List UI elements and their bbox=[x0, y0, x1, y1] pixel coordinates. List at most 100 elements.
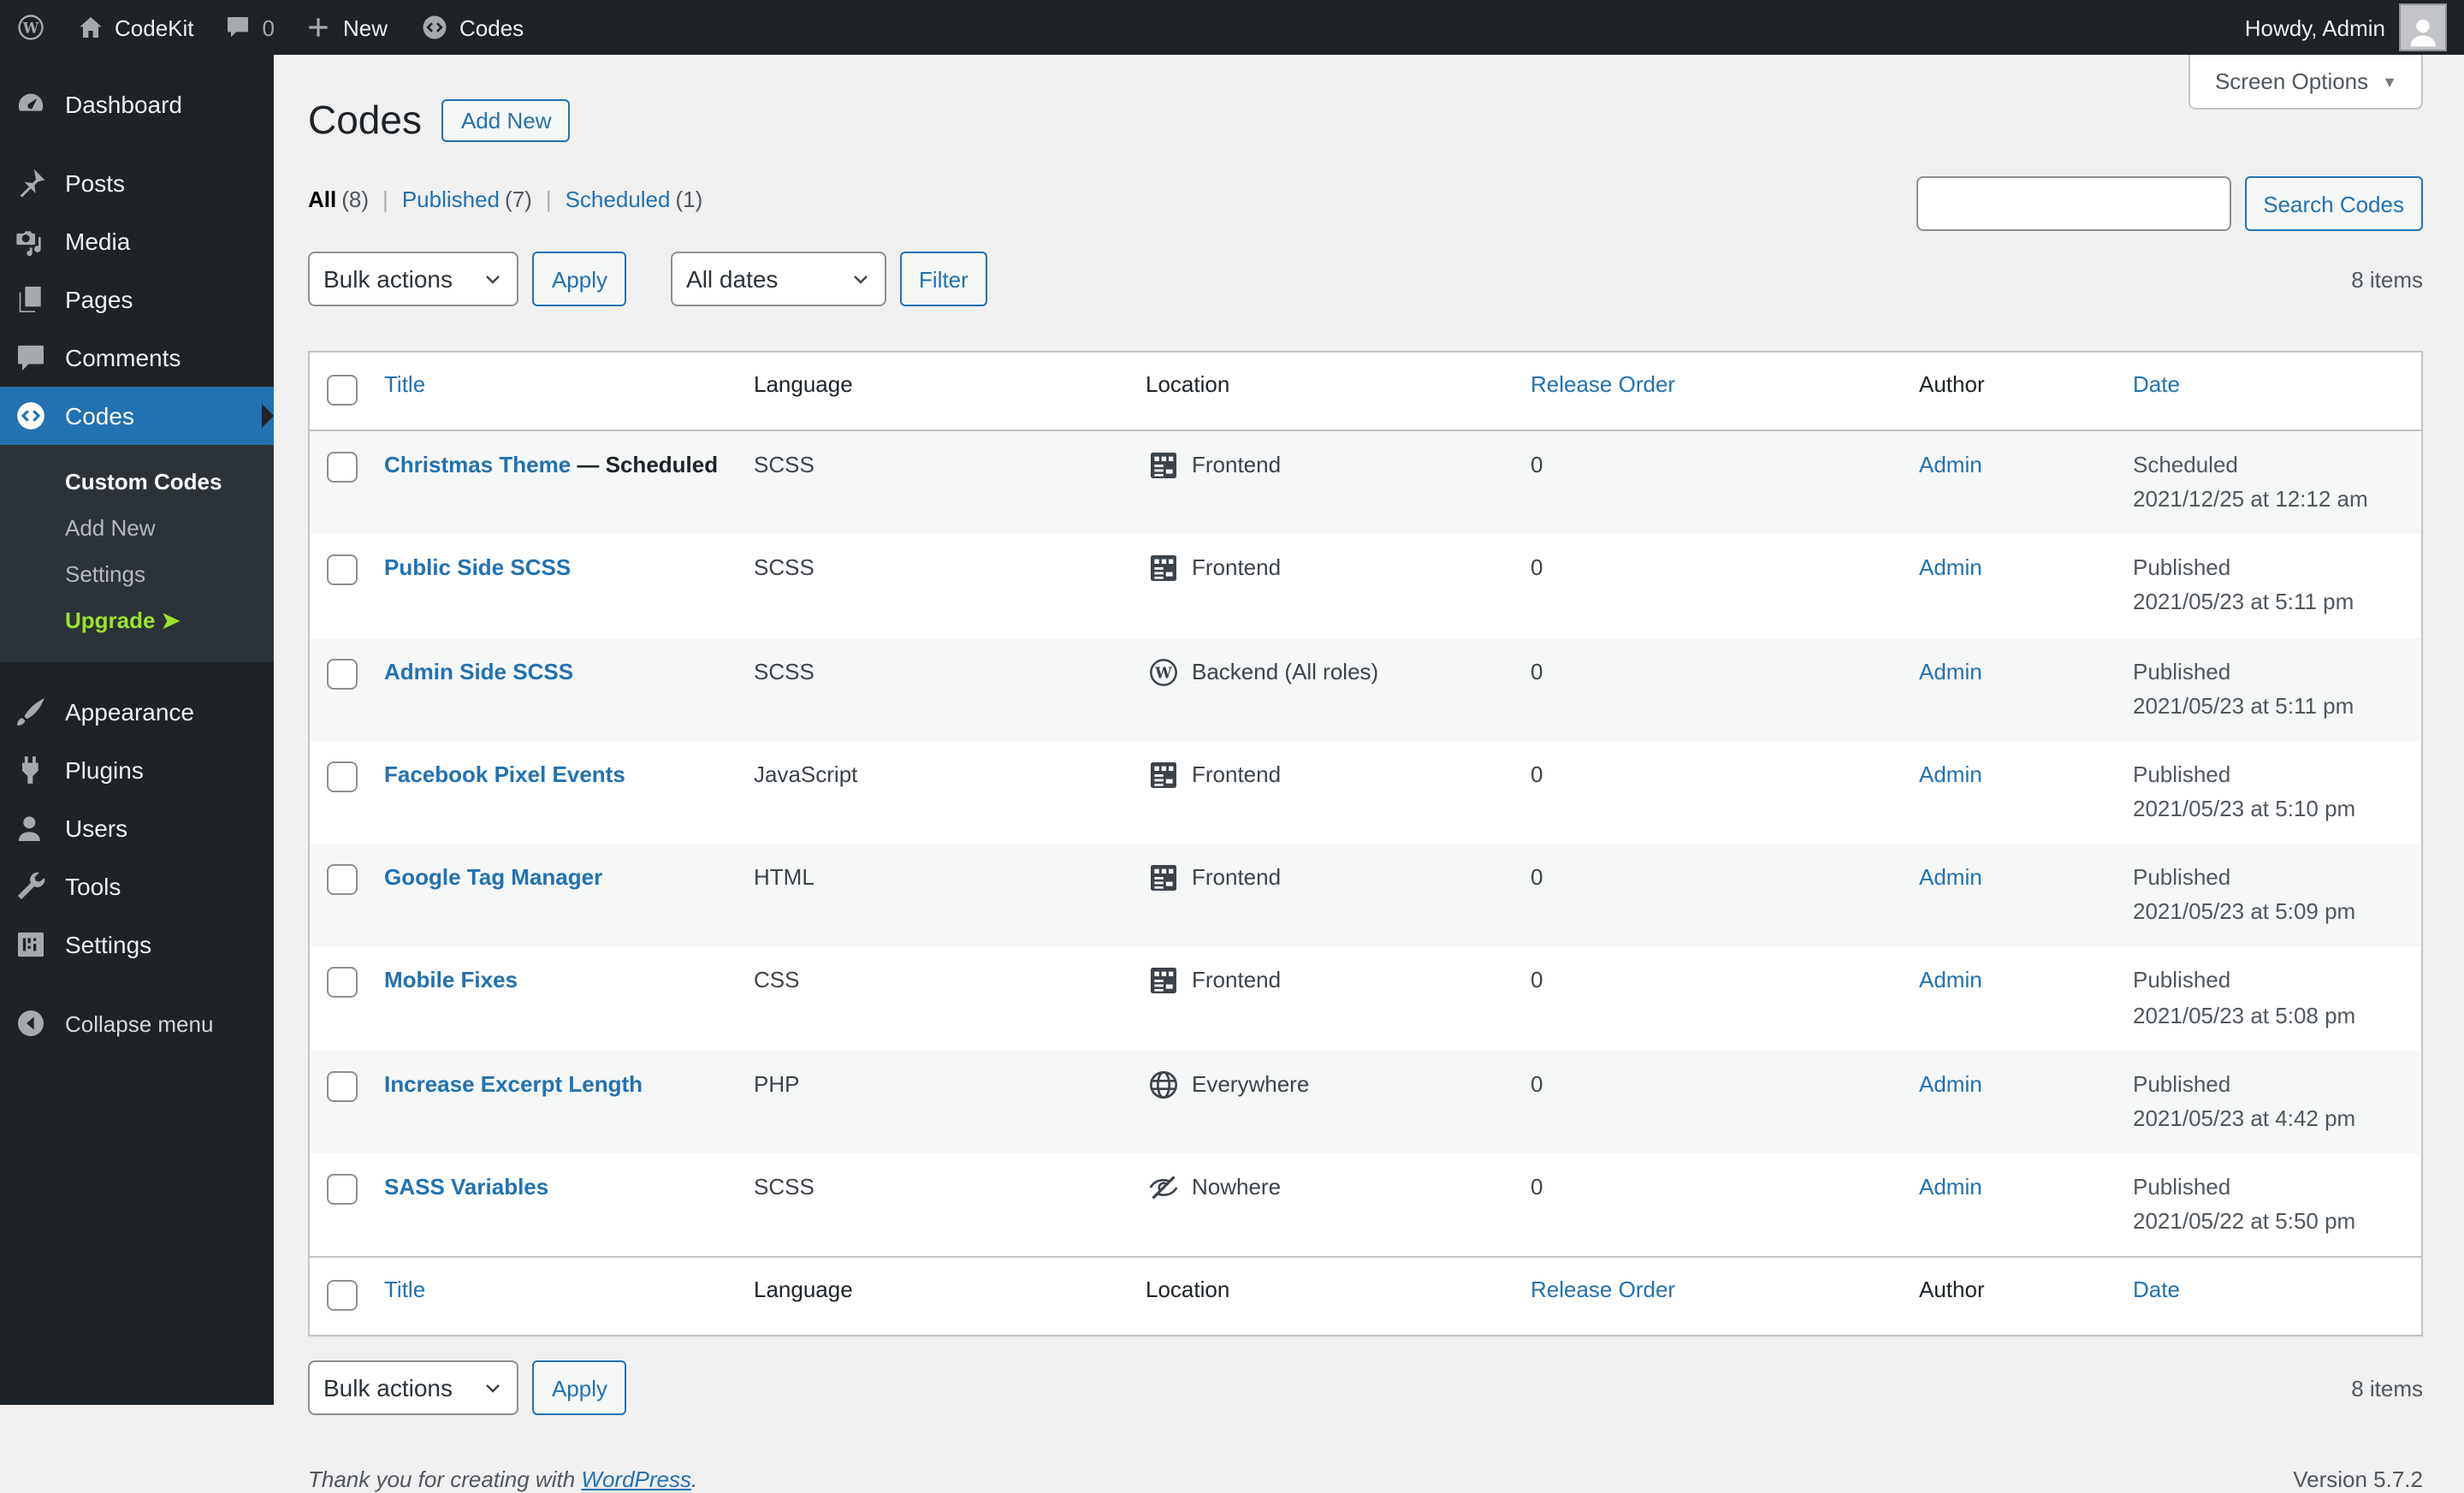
code-title-link[interactable]: Increase Excerpt Length bbox=[384, 1070, 643, 1097]
sidebar-item-users[interactable]: Users bbox=[0, 799, 274, 857]
code-title-suffix: — Scheduled bbox=[571, 452, 719, 477]
column-footer-release-order[interactable]: Release Order bbox=[1513, 1256, 1902, 1336]
author-link[interactable]: Admin bbox=[1919, 864, 1982, 891]
page-footer: Thank you for creating with WordPress. V… bbox=[308, 1467, 2423, 1493]
search-input[interactable] bbox=[1916, 176, 2231, 231]
filters-row: All(8)Published(7)Scheduled(1) Search Co… bbox=[308, 176, 2423, 231]
row-checkbox[interactable] bbox=[327, 658, 358, 690]
frontend-layout-icon bbox=[1146, 861, 1180, 895]
date-cell: Published 2021/05/23 at 5:10 pm bbox=[2116, 741, 2422, 844]
sidebar-subitem-upgrade[interactable]: Upgrade ➤ bbox=[65, 607, 181, 633]
author-link[interactable]: Admin bbox=[1919, 1173, 1982, 1200]
date-status: Published bbox=[2133, 658, 2231, 684]
thank-you-suffix: . bbox=[691, 1466, 698, 1493]
chevron-down-icon bbox=[483, 269, 504, 289]
sidebar-item-collapse-menu[interactable]: Collapse menu bbox=[0, 994, 274, 1052]
howdy-label: Howdy, Admin bbox=[2244, 15, 2385, 40]
location-label: Frontend bbox=[1192, 967, 1282, 993]
date-status: Published bbox=[2133, 1173, 2231, 1200]
code-title-link[interactable]: Mobile Fixes bbox=[384, 967, 518, 993]
bulk-actions-select[interactable]: Bulk actions bbox=[308, 252, 519, 306]
sidebar-subitem-add-new[interactable]: Add New bbox=[65, 515, 156, 541]
sidebar-item-codes[interactable]: Codes bbox=[0, 387, 274, 445]
sidebar-item-posts[interactable]: Posts bbox=[0, 154, 274, 212]
screen-options-button[interactable]: Screen Options ▼ bbox=[2189, 55, 2423, 110]
search-codes-button[interactable]: Search Codes bbox=[2244, 176, 2423, 231]
column-header-date[interactable]: Date bbox=[2116, 352, 2422, 431]
code-title-link[interactable]: Google Tag Manager bbox=[384, 864, 603, 891]
dates-filter-select[interactable]: All dates bbox=[671, 252, 887, 306]
code-title-link[interactable]: Facebook Pixel Events bbox=[384, 761, 625, 787]
table-row: Public Side SCSS SCSS Frontend 0 Admin P… bbox=[309, 535, 2422, 638]
row-checkbox[interactable] bbox=[327, 967, 358, 998]
author-link[interactable]: Admin bbox=[1919, 1070, 1982, 1097]
row-checkbox[interactable] bbox=[327, 1173, 358, 1205]
author-link[interactable]: Admin bbox=[1919, 658, 1982, 684]
date-cell: Published 2021/05/23 at 4:42 pm bbox=[2116, 1050, 2422, 1153]
search-box: Search Codes bbox=[1916, 176, 2423, 231]
wordpress-admin: W CodeKit 0 New Codes bbox=[0, 0, 2464, 1405]
add-new-button[interactable]: Add New bbox=[441, 99, 571, 142]
row-checkbox[interactable] bbox=[327, 1070, 358, 1102]
content-area: Screen Options ▼ Codes Add New All(8)Pub… bbox=[274, 55, 2464, 1493]
language-cell: CSS bbox=[754, 967, 800, 993]
comments-bubble-button[interactable]: 0 bbox=[210, 0, 290, 55]
row-checkbox[interactable] bbox=[327, 452, 358, 483]
code-title-link[interactable]: Public Side SCSS bbox=[384, 554, 572, 581]
code-title-link[interactable]: Admin Side SCSS bbox=[384, 658, 574, 684]
language-cell: PHP bbox=[754, 1070, 800, 1097]
row-checkbox[interactable] bbox=[327, 554, 358, 586]
column-footer-title[interactable]: Title bbox=[367, 1256, 737, 1336]
table-row: Increase Excerpt Length PHP Everywhere 0… bbox=[309, 1050, 2422, 1153]
codes-adminbar-button[interactable]: Codes bbox=[403, 0, 539, 55]
status-filter-label: Scheduled bbox=[565, 187, 671, 212]
date-value: 2021/12/25 at 12:12 am bbox=[2133, 486, 2368, 512]
chevron-down-icon bbox=[483, 1378, 504, 1399]
account-menu[interactable]: Howdy, Admin bbox=[2228, 0, 2464, 55]
status-filter-link[interactable]: Scheduled (1) bbox=[566, 187, 703, 212]
apply-button-bottom[interactable]: Apply bbox=[532, 1360, 627, 1416]
table-row: Google Tag Manager HTML Frontend 0 Admin… bbox=[309, 844, 2422, 947]
collapse-icon bbox=[14, 1006, 48, 1040]
table-toolbar-top: Bulk actions Apply All dates Filter 8 it… bbox=[308, 252, 2423, 306]
sidebar-item-appearance[interactable]: Appearance bbox=[0, 683, 274, 741]
apply-button[interactable]: Apply bbox=[532, 252, 627, 306]
code-title-link[interactable]: Christmas Theme bbox=[384, 452, 572, 477]
sidebar-item-plugins[interactable]: Plugins bbox=[0, 741, 274, 799]
release-order-cell: 0 bbox=[1531, 452, 1543, 477]
row-checkbox[interactable] bbox=[327, 864, 358, 896]
frontend-layout-icon bbox=[1146, 552, 1180, 586]
sidebar-item-dashboard[interactable]: Dashboard bbox=[0, 75, 274, 133]
sidebar-item-comments[interactable]: Comments bbox=[0, 329, 274, 387]
sidebar-subitem-custom-codes[interactable]: Custom Codes bbox=[65, 469, 222, 495]
wordpress-link[interactable]: WordPress bbox=[581, 1466, 691, 1493]
filter-button[interactable]: Filter bbox=[900, 252, 987, 306]
row-checkbox[interactable] bbox=[327, 761, 358, 792]
code-title-link[interactable]: SASS Variables bbox=[384, 1173, 549, 1200]
wordpress-menu-button[interactable]: W bbox=[0, 0, 62, 55]
new-content-button[interactable]: New bbox=[290, 0, 403, 55]
select-all-checkbox[interactable] bbox=[327, 1280, 358, 1312]
select-all-checkbox[interactable] bbox=[327, 375, 358, 406]
avatar bbox=[2399, 3, 2447, 51]
status-filter-link[interactable]: Published (7) bbox=[402, 187, 566, 212]
author-link[interactable]: Admin bbox=[1919, 761, 1982, 787]
sidebar-item-label: Media bbox=[65, 228, 131, 255]
sidebar-item-tools[interactable]: Tools bbox=[0, 857, 274, 915]
location-label: Frontend bbox=[1192, 452, 1282, 477]
status-filter-link[interactable]: All (8) bbox=[308, 187, 402, 212]
author-link[interactable]: Admin bbox=[1919, 452, 1982, 477]
column-footer-date[interactable]: Date bbox=[2116, 1256, 2422, 1336]
sidebar-item-settings[interactable]: Settings bbox=[0, 915, 274, 974]
bulk-actions-select-bottom[interactable]: Bulk actions bbox=[308, 1360, 519, 1416]
column-header-title[interactable]: Title bbox=[367, 352, 737, 431]
author-link[interactable]: Admin bbox=[1919, 967, 1982, 993]
sidebar-subitem-settings[interactable]: Settings bbox=[65, 561, 145, 587]
sidebar-item-pages[interactable]: Pages bbox=[0, 270, 274, 329]
site-name-link[interactable]: CodeKit bbox=[62, 0, 210, 55]
column-header-release-order[interactable]: Release Order bbox=[1513, 352, 1902, 431]
language-cell: JavaScript bbox=[754, 761, 858, 787]
sidebar-item-media[interactable]: Media bbox=[0, 212, 274, 270]
author-link[interactable]: Admin bbox=[1919, 554, 1982, 581]
table-row: SASS Variables SCSS Nowhere 0 Admin Publ… bbox=[309, 1153, 2422, 1258]
